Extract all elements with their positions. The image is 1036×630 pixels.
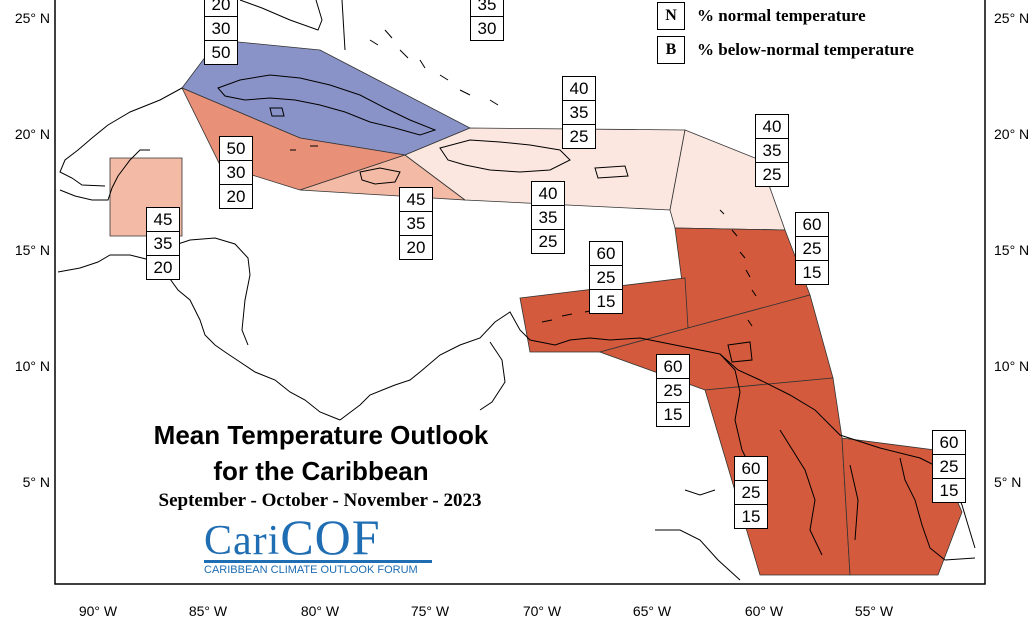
lon-label-90w: 90° W: [78, 603, 118, 619]
prob-below: 50: [211, 43, 231, 62]
prob-box-guyana-suriname: 60 25 15: [734, 456, 768, 529]
lon-label-75w: 75° W: [410, 603, 450, 619]
prob-above: 40: [563, 77, 595, 101]
logo-divider: [204, 560, 432, 563]
prob-box-jamaica-haiti: 45 35 20: [399, 187, 433, 260]
islands: [217, 29, 757, 363]
lon-label-80w: 80° W: [300, 603, 340, 619]
lat-label-20n-right: 20° N: [994, 126, 1030, 142]
lat-label-25n-left: 25° N: [14, 10, 50, 26]
lon-label-85w: 85° W: [188, 603, 228, 619]
prob-box-hispaniola: 40 35 25: [531, 181, 565, 254]
lat-label-10n-left: 10° N: [14, 358, 50, 374]
map-frame: [54, 0, 986, 585]
prob-above: 60: [735, 457, 767, 481]
prob-below: 20: [153, 258, 173, 277]
lon-label-65w: 65° W: [632, 603, 672, 619]
prob-normal: 25: [735, 481, 767, 505]
logo-name-part2: COF: [280, 509, 381, 565]
lat-label-5n-right: 5° N: [994, 474, 1022, 490]
legend-text-below: % below-normal temperature: [697, 40, 914, 59]
lat-label-10n-right: 10° N: [994, 358, 1030, 374]
prob-above: 50: [220, 137, 252, 161]
map-title-line1: Mean Temperature Outlook: [153, 420, 489, 450]
prob-normal: 35: [471, 0, 503, 17]
lon-label-70w: 70° W: [522, 603, 562, 619]
prob-below: 15: [596, 292, 616, 311]
prob-below: 15: [741, 507, 761, 526]
prob-below: 25: [538, 232, 558, 251]
prob-below: 15: [663, 405, 683, 424]
prob-box-belize: 45 35 20: [146, 207, 180, 280]
prob-normal: 35: [756, 139, 788, 163]
lon-label-55w: 55° W: [854, 603, 894, 619]
lon-label-60w: 60° W: [744, 603, 784, 619]
legend-key-below: B: [657, 36, 685, 64]
prob-above: 45: [400, 188, 432, 212]
prob-box-bahamas-north: 35 30: [470, 0, 504, 41]
prob-above: 40: [756, 115, 788, 139]
prob-normal: 35: [563, 101, 595, 125]
map-subtitle: September - October - November - 2023: [158, 490, 482, 511]
legend-key-normal: N: [657, 2, 685, 30]
prob-normal: 35: [532, 206, 564, 230]
prob-above: 60: [590, 242, 622, 266]
region-guyana-suriname: [704, 377, 851, 576]
logo-name-part1: Cari: [204, 518, 281, 564]
prob-below: 15: [802, 263, 822, 282]
prob-box-trinidad-guyana: 60 25 15: [656, 354, 690, 427]
prob-above: 60: [933, 431, 965, 455]
prob-below: 15: [939, 481, 959, 500]
lat-label-25n-right: 25° N: [994, 10, 1030, 26]
lat-label-5n-left: 5° N: [22, 474, 50, 490]
prob-normal: 30: [205, 17, 237, 41]
prob-normal: 25: [933, 455, 965, 479]
lat-label-20n-left: 20° N: [14, 126, 50, 142]
coastlines: [57, 0, 976, 581]
prob-below: 20: [406, 238, 426, 257]
map-title-line2: for the Caribbean: [213, 456, 429, 486]
prob-box-french-guiana: 60 25 15: [932, 430, 966, 503]
prob-below: 25: [762, 165, 782, 184]
prob-box-cayman-jamaica-west: 50 30 20: [219, 136, 253, 209]
prob-box-cuba: 20 30 50: [204, 0, 238, 65]
prob-below: 30: [477, 19, 497, 38]
prob-box-turks-caicos: 40 35 25: [562, 76, 596, 149]
prob-above: 40: [532, 182, 564, 206]
prob-above: 45: [147, 208, 179, 232]
prob-box-leeward: 40 35 25: [755, 114, 789, 187]
prob-below: 25: [569, 127, 589, 146]
prob-normal: 35: [147, 232, 179, 256]
prob-box-windward: 60 25 15: [795, 212, 829, 285]
caricof-logo: CariCOF: [204, 512, 381, 566]
prob-normal: 35: [400, 212, 432, 236]
prob-above: 20: [205, 0, 237, 17]
prob-normal: 25: [796, 237, 828, 261]
logo-tagline: CARIBBEAN CLIMATE OUTLOOK FORUM: [204, 564, 418, 576]
lat-label-15n-left: 15° N: [14, 242, 50, 258]
legend-text-normal: % normal temperature: [697, 6, 866, 25]
lat-label-15n-right: 15° N: [994, 242, 1030, 258]
prob-below: 20: [226, 187, 246, 206]
prob-above: 60: [657, 355, 689, 379]
prob-normal: 25: [590, 266, 622, 290]
prob-box-abc-islands: 60 25 15: [589, 241, 623, 314]
prob-normal: 30: [220, 161, 252, 185]
prob-normal: 25: [657, 379, 689, 403]
prob-above: 60: [796, 213, 828, 237]
